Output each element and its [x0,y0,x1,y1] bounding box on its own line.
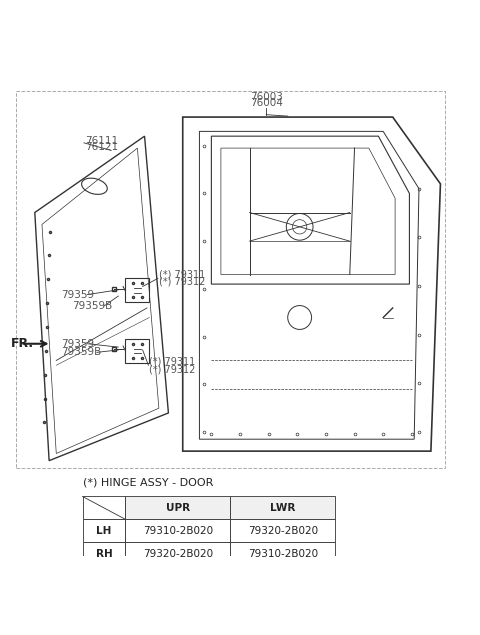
FancyBboxPatch shape [230,542,336,565]
Text: LWR: LWR [270,503,296,513]
Text: 79359: 79359 [61,338,94,349]
Text: 79359B: 79359B [61,347,101,358]
Text: FR.: FR. [11,337,34,351]
Text: (*) HINGE ASSY - DOOR: (*) HINGE ASSY - DOOR [83,477,213,487]
Text: 79310-2B020: 79310-2B020 [248,549,318,559]
Text: 79320-2B020: 79320-2B020 [248,526,318,536]
Text: 76111: 76111 [85,136,118,146]
Text: 76003: 76003 [250,91,283,102]
Text: 79320-2B020: 79320-2B020 [143,549,213,559]
Text: 76004: 76004 [250,98,283,108]
Text: (*) 79312: (*) 79312 [159,277,205,287]
Text: (*) 79311: (*) 79311 [149,357,195,367]
Text: (*) 79312: (*) 79312 [149,364,196,374]
FancyBboxPatch shape [83,497,125,519]
Text: 79310-2B020: 79310-2B020 [143,526,213,536]
Text: 76121: 76121 [85,142,118,152]
Text: 79359B: 79359B [72,301,112,311]
FancyBboxPatch shape [83,519,125,542]
FancyBboxPatch shape [125,497,230,519]
Text: UPR: UPR [166,503,190,513]
FancyBboxPatch shape [125,542,230,565]
FancyBboxPatch shape [125,519,230,542]
FancyBboxPatch shape [230,519,336,542]
FancyBboxPatch shape [230,497,336,519]
Text: (*) 79311: (*) 79311 [159,269,205,279]
Text: RH: RH [96,549,112,559]
Text: 79359: 79359 [61,290,94,300]
Text: LH: LH [96,526,112,536]
FancyBboxPatch shape [83,542,125,565]
